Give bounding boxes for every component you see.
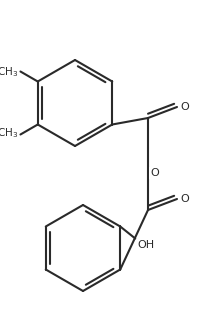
Text: O: O xyxy=(180,102,189,112)
Text: CH$_3$: CH$_3$ xyxy=(0,126,18,140)
Text: O: O xyxy=(150,168,159,178)
Text: OH: OH xyxy=(137,241,154,250)
Text: O: O xyxy=(180,194,189,204)
Text: CH$_3$: CH$_3$ xyxy=(0,66,18,79)
